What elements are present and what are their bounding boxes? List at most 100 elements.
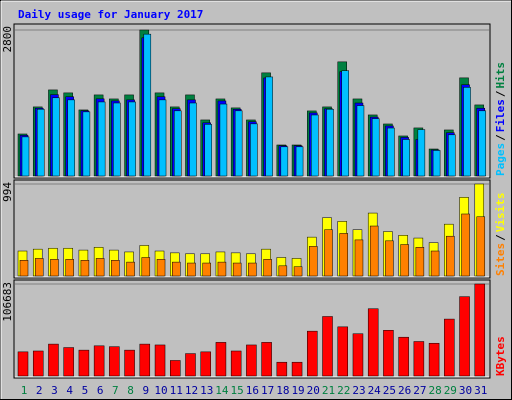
bar <box>413 341 425 377</box>
bar <box>293 266 303 277</box>
bar <box>398 336 409 377</box>
bar <box>354 239 364 277</box>
x-tick-label: 5 <box>82 384 89 397</box>
bar <box>446 235 455 277</box>
x-tick-label: 26 <box>398 384 411 397</box>
bar <box>126 261 135 277</box>
bar <box>78 349 90 377</box>
legend-entry: KBytes <box>494 336 507 376</box>
bar <box>67 99 75 177</box>
bar <box>341 70 349 177</box>
x-tick-label: 1 <box>21 384 28 397</box>
bar <box>248 262 257 277</box>
bar <box>97 101 106 177</box>
bar <box>50 259 59 277</box>
bar <box>474 283 486 377</box>
x-tick-label: 4 <box>66 384 73 397</box>
bar <box>217 261 227 277</box>
bar <box>250 123 258 177</box>
bar <box>82 111 91 177</box>
x-tick-label: 30 <box>459 384 472 397</box>
x-tick-label: 10 <box>154 384 167 397</box>
x-tick-label: 24 <box>368 384 382 397</box>
chart-title: Daily usage for January 2017 <box>18 8 203 21</box>
bar <box>215 342 227 377</box>
x-tick-label: 15 <box>231 384 244 397</box>
bar <box>400 244 409 277</box>
bar <box>261 342 272 377</box>
bar <box>326 109 334 177</box>
x-tick-label: 19 <box>291 384 304 397</box>
bar <box>430 250 440 277</box>
bar <box>21 136 30 177</box>
bar <box>278 265 288 277</box>
bar <box>141 257 151 277</box>
x-tick-label: 25 <box>383 384 396 397</box>
bar <box>448 134 456 177</box>
y-tick-label: 2800 <box>1 26 14 53</box>
bar <box>34 258 44 277</box>
bar <box>65 259 74 277</box>
bar <box>476 216 486 277</box>
bar <box>291 361 303 377</box>
x-tick-label: 13 <box>200 384 213 397</box>
bar <box>113 102 121 177</box>
bar <box>428 342 440 377</box>
bar <box>230 350 242 377</box>
bar <box>444 318 455 377</box>
x-tick-label: 12 <box>185 384 198 397</box>
bar <box>402 139 410 177</box>
bar <box>139 343 151 377</box>
bar <box>263 259 272 277</box>
x-tick-label: 20 <box>307 384 320 397</box>
bar <box>80 260 90 277</box>
x-tick-label: 3 <box>51 384 58 397</box>
bar <box>352 333 364 377</box>
legend: KBytes <box>494 336 507 376</box>
legend-separator: / <box>494 134 507 141</box>
x-tick-label: 29 <box>444 384 457 397</box>
bar <box>322 316 333 377</box>
legend-separator: / <box>494 234 507 241</box>
legend-entry: Hits <box>494 62 507 89</box>
bar <box>143 33 152 177</box>
bar <box>246 344 257 377</box>
bar <box>109 346 120 377</box>
legend-entry: Sites <box>494 243 507 276</box>
bar <box>95 258 105 277</box>
bar <box>307 330 318 377</box>
bar <box>172 261 181 277</box>
x-tick-label: 16 <box>246 384 259 397</box>
x-tick-label: 14 <box>215 384 229 397</box>
x-tick-label: 27 <box>413 384 426 397</box>
bar <box>219 103 228 177</box>
bar <box>19 260 29 277</box>
bar <box>385 240 394 277</box>
bar <box>415 247 425 277</box>
x-tick-label: 11 <box>170 384 183 397</box>
bar <box>187 262 196 277</box>
bar <box>387 127 395 177</box>
bar <box>265 76 273 177</box>
bar <box>204 124 212 177</box>
x-tick-label: 8 <box>127 384 134 397</box>
bar <box>371 118 380 177</box>
x-tick-label: 6 <box>97 384 104 397</box>
plot-area <box>13 179 491 279</box>
bar <box>36 109 45 177</box>
bar <box>280 146 289 177</box>
x-tick-label: 17 <box>261 384 274 397</box>
bar <box>463 87 471 177</box>
bar <box>383 330 394 377</box>
legend-entry: Files <box>494 99 507 132</box>
bar <box>311 114 319 177</box>
bar <box>48 343 59 377</box>
x-tick-label: 2 <box>36 384 43 397</box>
bar <box>369 225 379 277</box>
legend-separator: / <box>494 90 507 97</box>
bar <box>93 345 105 377</box>
x-tick-label: 31 <box>474 384 487 397</box>
bar <box>200 351 211 377</box>
bar <box>432 150 441 177</box>
